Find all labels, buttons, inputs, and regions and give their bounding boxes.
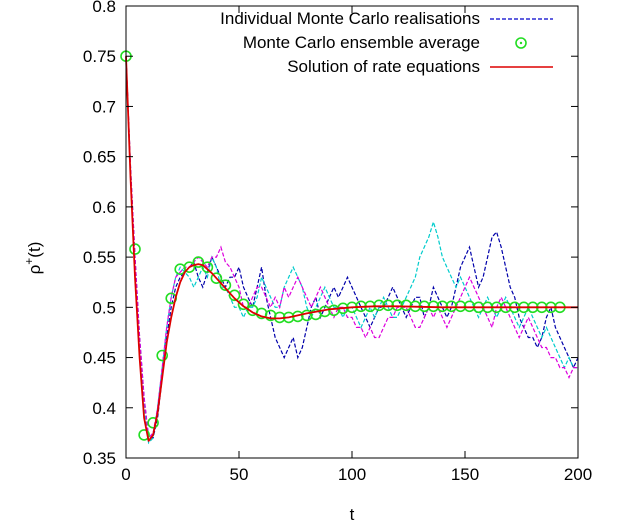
realisation-line-3 <box>125 56 578 440</box>
y-tick-label: 0.6 <box>92 198 116 217</box>
legend-swatch-ensemble-average-dot <box>519 41 523 45</box>
ensemble-average-point <box>373 299 385 312</box>
legend-label-ensemble-average: Monte Carlo ensemble average <box>243 33 480 52</box>
ensemble-average-point <box>192 256 205 268</box>
x-tick-label: 150 <box>451 465 479 484</box>
x-tick-label: 0 <box>121 465 130 484</box>
ensemble-average-point <box>382 299 395 312</box>
ensemble-average-point <box>156 349 168 362</box>
ensemble-average-point <box>391 299 404 312</box>
y-tick-label: 0.5 <box>92 298 116 317</box>
y-tick-label: 0.55 <box>83 248 116 267</box>
ensemble-average-point <box>445 300 458 313</box>
x-tick-label: 200 <box>564 465 592 484</box>
x-axis-label: t <box>350 505 355 524</box>
rate-solution-layer <box>125 56 578 442</box>
series-layer <box>125 56 579 445</box>
x-tick-label: 50 <box>230 465 249 484</box>
y-tick-label: 0.65 <box>83 148 116 167</box>
ensemble-average-point <box>228 289 241 302</box>
y-tick-label: 0.4 <box>92 399 116 418</box>
ensemble-average-point <box>147 416 159 429</box>
y-tick-label: 0.7 <box>92 97 116 116</box>
ensemble-average-point <box>237 298 250 311</box>
ensemble-average-point <box>210 272 223 285</box>
y-axis-label-base: ρ <box>25 265 44 275</box>
legend-label-rate-solution: Solution of rate equations <box>287 57 480 76</box>
y-tick-label: 0.8 <box>92 0 116 16</box>
ensemble-average-point <box>454 300 467 313</box>
y-axis-label: ρ+(t) <box>22 242 44 275</box>
y-axis-label-tail: (t) <box>25 242 44 258</box>
ticks-layer: 0 50 100 150 200 0.35 0.4 0.45 0.5 0.55 0.6 0.65 0.7… <box>83 0 592 484</box>
y-axis-label-sup: + <box>22 258 36 265</box>
ensemble-average-point <box>129 243 141 255</box>
y-tick-label: 0.45 <box>83 349 116 368</box>
legend-swatch-ensemble-average <box>515 37 527 49</box>
x-tick-label: 100 <box>338 465 366 484</box>
rate-solution-line <box>125 56 578 442</box>
ensemble-average-point <box>219 279 232 292</box>
realisation-line-2 <box>125 56 578 445</box>
y-tick-label: 0.75 <box>83 47 116 66</box>
y-tick-label: 0.35 <box>83 449 116 468</box>
ensemble-average-point <box>138 429 150 441</box>
ensemble-average-point <box>183 261 196 274</box>
ensemble-average-point <box>201 261 214 274</box>
realisation-line-1 <box>125 56 579 439</box>
ensemble-average-layer <box>120 50 566 441</box>
legend: Individual Monte Carlo realisations Mont… <box>220 9 553 76</box>
legend-label-realisations: Individual Monte Carlo realisations <box>220 9 480 28</box>
